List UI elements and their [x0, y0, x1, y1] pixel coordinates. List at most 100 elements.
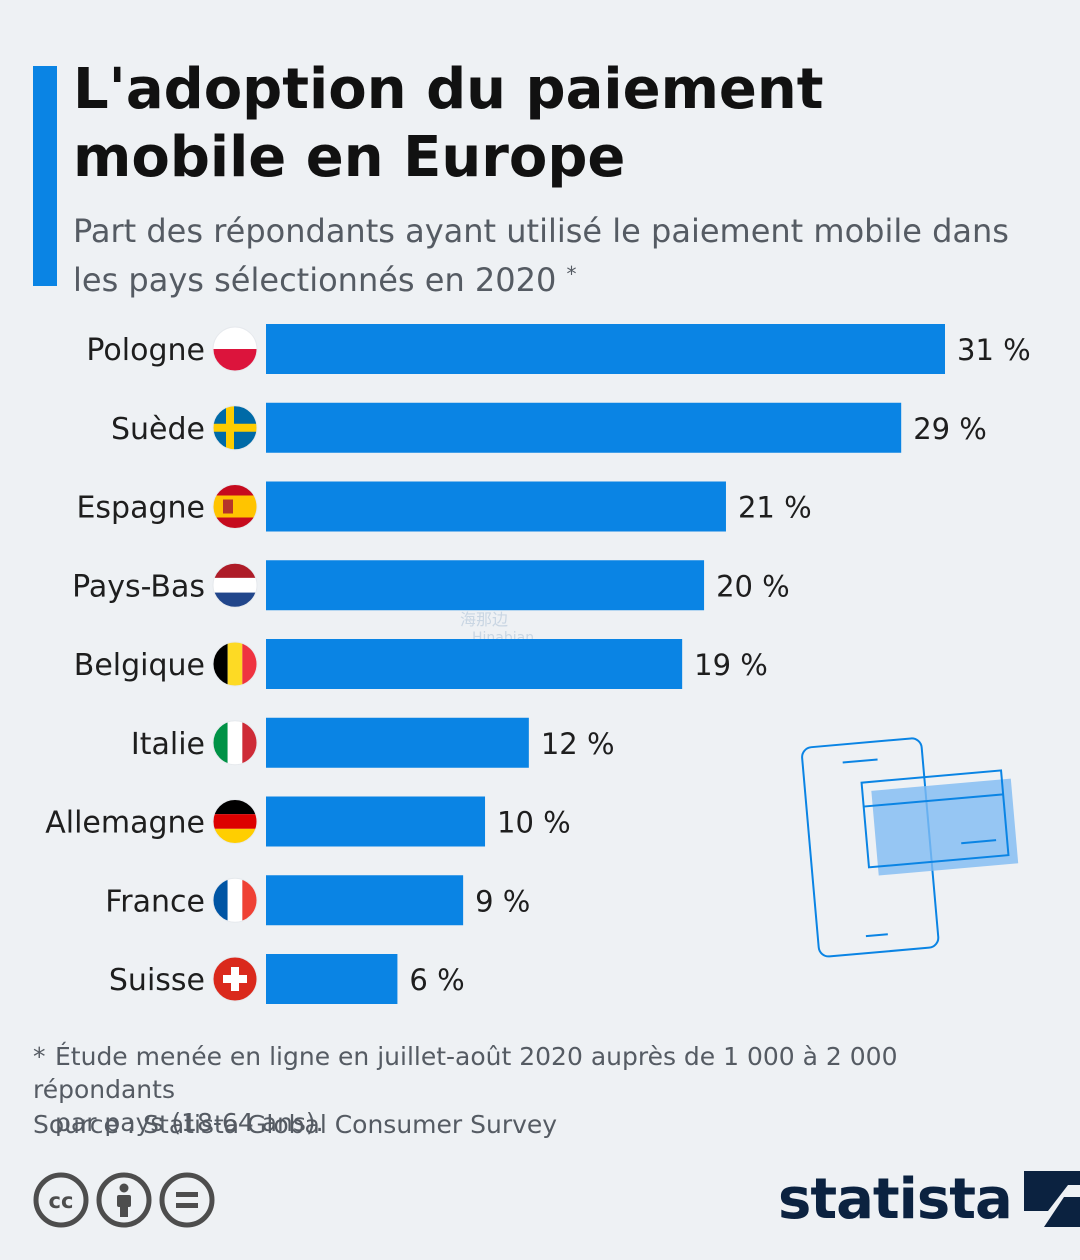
value-label: 29 %	[913, 412, 987, 446]
flag-stripe	[227, 720, 243, 765]
bar-chart: Pologne 31 % Suède 29 % Espagne 21 % Pays-Bas 2…	[45, 324, 1031, 1004]
flag-group	[212, 720, 258, 766]
bar-row: Allemagne 10 %	[45, 796, 571, 847]
poland-flag-icon	[213, 327, 257, 371]
flag-stripe	[227, 878, 243, 923]
flag-border	[212, 562, 258, 608]
flag-group	[212, 405, 258, 451]
value-label: 6 %	[409, 963, 464, 997]
category-label: Belgique	[74, 648, 205, 683]
flag-stripe	[213, 720, 228, 765]
bar[interactable]	[266, 639, 683, 689]
bar-row: Belgique 19 %	[74, 639, 768, 689]
category-label: Suisse	[109, 963, 205, 998]
bar-row: Suède 29 %	[111, 402, 987, 453]
flag-stripe	[223, 499, 233, 514]
flag-stripe	[242, 878, 257, 923]
france-flag-icon	[213, 878, 257, 923]
mobile-payment-illustration-icon	[801, 737, 1019, 958]
flag-stripe	[223, 975, 247, 983]
flag-border	[212, 405, 258, 451]
bar[interactable]	[266, 954, 398, 1004]
italy-flag-icon	[213, 720, 257, 765]
category-label: France	[105, 884, 205, 919]
flag-border	[212, 720, 258, 766]
page-subtitle: Part des répondants ayant utilisé le pai…	[73, 210, 1033, 302]
flag-group	[212, 877, 258, 923]
flag-stripe	[213, 592, 257, 608]
bar[interactable]	[266, 796, 486, 847]
flag-stripe	[213, 423, 257, 432]
flag-border	[212, 877, 258, 923]
flag-stripe	[213, 577, 257, 593]
category-label: Suède	[111, 412, 205, 447]
spain-flag-icon	[213, 484, 257, 529]
cc-icon[interactable]: cc	[33, 1172, 89, 1228]
footnote-line1: Étude menée en ligne en juillet-août 202…	[33, 1042, 898, 1104]
netherlands-flag-icon	[213, 563, 257, 608]
flag-stripe	[226, 405, 234, 450]
value-label: 20 %	[716, 569, 790, 603]
bar[interactable]	[266, 324, 945, 374]
footnote-line2: par pays (18-64 ans).	[55, 1108, 324, 1137]
flag-border	[212, 326, 258, 372]
flag-stripe	[242, 720, 257, 765]
value-label: 12 %	[541, 727, 615, 761]
subtitle-text: Part des répondants ayant utilisé le pai…	[73, 212, 1009, 299]
value-label: 10 %	[497, 806, 571, 840]
flag-stripe	[213, 814, 257, 829]
subtitle-footnote-marker: *	[566, 262, 577, 286]
bar[interactable]	[266, 875, 464, 926]
value-label: 21 %	[738, 491, 812, 525]
flag-group	[212, 641, 258, 687]
value-label: 9 %	[475, 884, 530, 918]
flag-stripe	[213, 642, 228, 686]
flag-group	[212, 562, 258, 608]
flag-border	[212, 956, 258, 1002]
germany-flag-icon	[213, 799, 257, 844]
page-title: L'adoption du paiement mobile en Europe	[73, 57, 824, 190]
value-label: 31 %	[957, 333, 1031, 367]
bar[interactable]	[266, 481, 726, 532]
flag-stripe	[213, 349, 257, 371]
flag-stripe	[227, 642, 243, 686]
bar-row: Pologne 31 %	[86, 324, 1031, 374]
source-text: Source : Statista Global Consumer Survey	[33, 1110, 558, 1139]
flag-group	[212, 799, 258, 844]
flag-border	[212, 641, 258, 687]
statista-brand[interactable]: statista	[778, 1166, 1080, 1232]
category-label: Espagne	[76, 491, 205, 526]
switzerland-flag-icon	[213, 957, 257, 1001]
flag-stripe	[213, 799, 257, 815]
accent-bar	[33, 66, 57, 286]
category-label: Pologne	[86, 333, 205, 368]
category-label: Pays-Bas	[72, 569, 205, 604]
flag-stripe	[213, 878, 228, 923]
watermark-line1: 海那边	[460, 610, 509, 629]
bar[interactable]	[266, 402, 902, 453]
no-derivatives-icon[interactable]	[159, 1172, 215, 1228]
bar-row: Suisse 6 %	[109, 954, 465, 1004]
bar[interactable]	[266, 717, 529, 768]
footnote: * Étude menée en ligne en juillet-août 20…	[33, 1040, 1043, 1139]
bar-row: France 9 %	[105, 875, 530, 926]
flag-stripe	[213, 327, 257, 349]
bar-row: Pays-Bas 20 %	[72, 560, 790, 611]
bar-row: Espagne 21 %	[76, 481, 812, 532]
flag-group	[212, 956, 258, 1002]
flag-stripe	[213, 495, 257, 518]
flag-stripe	[213, 828, 257, 844]
value-label: 19 %	[694, 648, 768, 682]
attribution-icon[interactable]	[96, 1172, 152, 1228]
svg-text:cc: cc	[49, 1189, 74, 1213]
category-label: Italie	[131, 727, 205, 762]
flag-group	[212, 484, 258, 529]
flag-group	[212, 326, 258, 372]
statista-logo-icon	[1023, 1171, 1080, 1227]
bar[interactable]	[266, 560, 705, 611]
flag-stripe	[213, 563, 257, 578]
belgium-flag-icon	[213, 642, 257, 686]
category-label: Allemagne	[45, 806, 205, 841]
flag-border	[212, 799, 258, 844]
brand-text: statista	[778, 1166, 1013, 1232]
